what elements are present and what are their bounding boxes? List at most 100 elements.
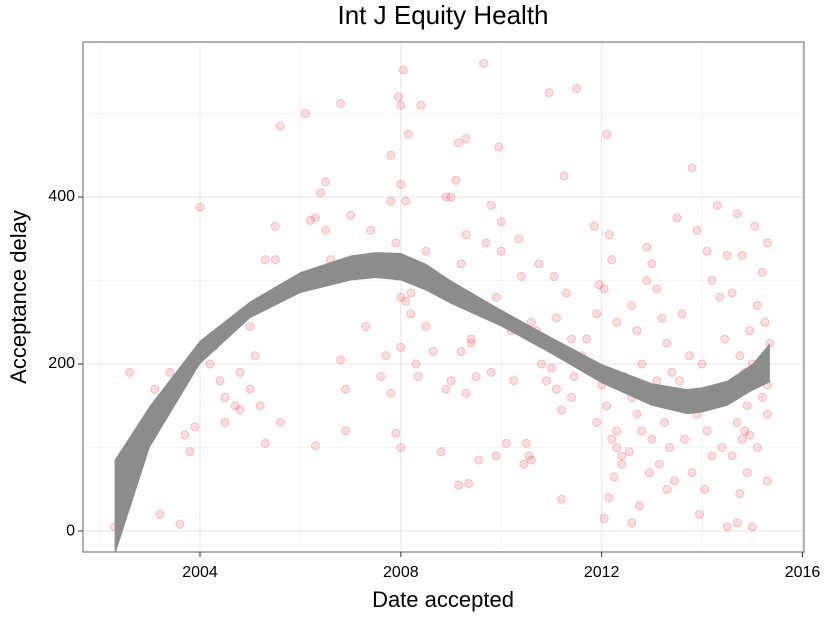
point	[735, 488, 745, 498]
point	[125, 367, 135, 377]
point	[762, 409, 772, 419]
point	[757, 392, 767, 402]
point	[310, 441, 320, 451]
point	[742, 468, 752, 478]
point	[366, 225, 376, 235]
point	[752, 301, 762, 311]
point	[609, 472, 619, 482]
point	[396, 100, 406, 110]
point	[461, 134, 471, 144]
point	[687, 163, 697, 173]
point	[589, 221, 599, 231]
point	[376, 372, 386, 382]
point	[421, 246, 431, 256]
point	[321, 177, 331, 187]
point	[230, 401, 240, 411]
point	[451, 175, 461, 185]
point	[632, 409, 642, 419]
point	[680, 434, 690, 444]
point	[569, 372, 579, 382]
point	[592, 309, 602, 319]
point	[396, 292, 406, 302]
point	[275, 417, 285, 427]
point	[341, 384, 351, 394]
point	[421, 321, 431, 331]
point	[604, 493, 614, 503]
point	[562, 288, 572, 298]
point	[707, 451, 717, 461]
point	[652, 284, 662, 294]
y-axis-label: Acceptance delay	[6, 210, 31, 384]
point	[551, 313, 561, 323]
point	[559, 171, 569, 181]
point	[245, 321, 255, 331]
point	[391, 238, 401, 248]
point	[245, 384, 255, 394]
point	[737, 434, 747, 444]
point	[654, 459, 664, 469]
point	[466, 338, 476, 348]
point	[428, 346, 438, 356]
point	[685, 351, 695, 361]
x-tick-label: 2016	[785, 564, 821, 581]
point	[692, 225, 702, 235]
point	[652, 376, 662, 386]
point	[602, 401, 612, 411]
point	[604, 230, 614, 240]
point	[411, 359, 421, 369]
panel-border	[82, 41, 805, 553]
point	[556, 494, 566, 504]
point	[644, 468, 654, 478]
point	[642, 242, 652, 252]
point	[637, 359, 647, 369]
point	[526, 317, 536, 327]
point	[707, 276, 717, 286]
point	[456, 346, 466, 356]
point	[496, 246, 506, 256]
point	[677, 309, 687, 319]
point	[727, 288, 737, 298]
point	[220, 392, 230, 402]
point	[612, 443, 622, 453]
point	[567, 392, 577, 402]
point	[715, 292, 725, 302]
point	[592, 417, 602, 427]
point	[461, 388, 471, 398]
axes: 2004 2008 2012 2016 0 200 400	[48, 188, 820, 581]
plot-area	[110, 58, 775, 552]
point	[617, 459, 627, 469]
point	[406, 309, 416, 319]
point	[632, 326, 642, 336]
point	[627, 301, 637, 311]
point	[695, 509, 705, 519]
point	[310, 213, 320, 223]
x-axis-label: Date accepted	[372, 587, 514, 612]
point	[662, 484, 672, 494]
point	[664, 443, 674, 453]
point	[235, 405, 245, 415]
point	[720, 334, 730, 344]
point	[215, 376, 225, 386]
point	[361, 321, 371, 331]
point	[634, 501, 644, 511]
point	[521, 438, 531, 448]
point	[341, 426, 351, 436]
point	[657, 313, 667, 323]
point	[491, 451, 501, 461]
point	[745, 430, 755, 440]
point	[745, 326, 755, 336]
point	[396, 443, 406, 453]
point	[667, 367, 677, 377]
point	[270, 255, 280, 265]
point	[594, 280, 604, 290]
point	[735, 351, 745, 361]
point	[541, 376, 551, 386]
point	[556, 405, 566, 415]
point	[386, 150, 396, 160]
point	[441, 192, 451, 202]
point	[727, 451, 737, 461]
point	[386, 388, 396, 398]
point	[526, 455, 536, 465]
point	[717, 443, 727, 453]
point	[275, 121, 285, 131]
